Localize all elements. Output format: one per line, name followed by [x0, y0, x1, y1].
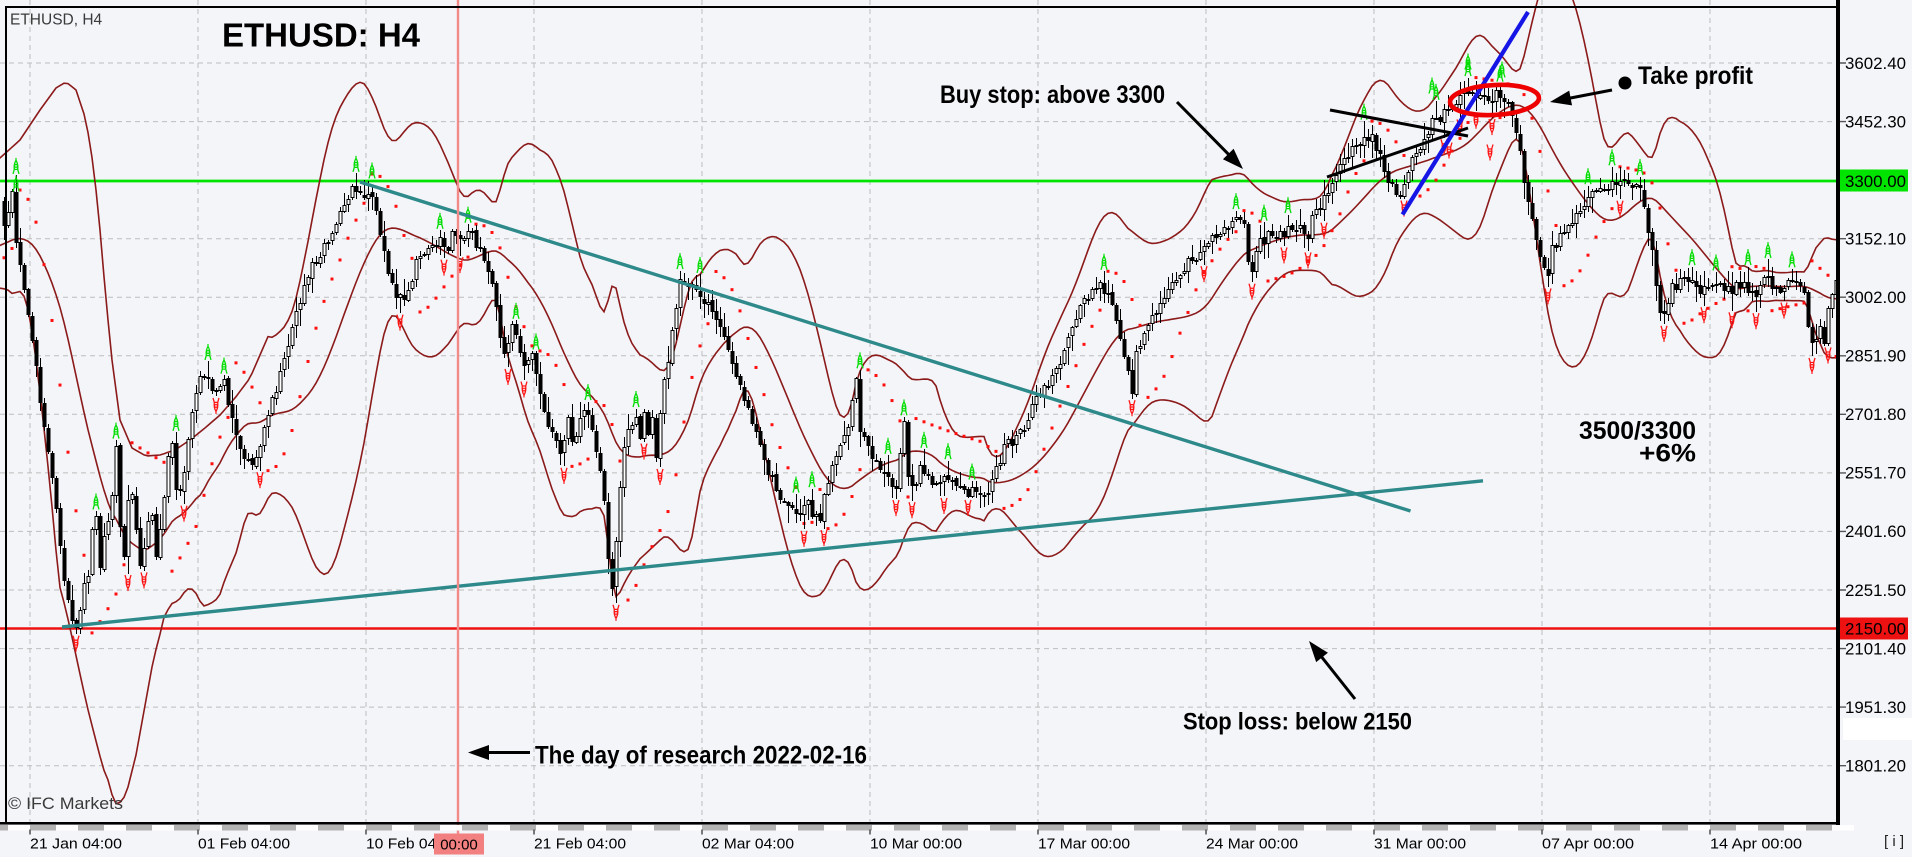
svg-text:The day of research 2022-02-16: The day of research 2022-02-16 — [535, 742, 867, 770]
svg-text:Take profit: Take profit — [1638, 62, 1754, 90]
svg-text:© IFC Markets: © IFC Markets — [8, 794, 123, 813]
svg-text:1801.20: 1801.20 — [1845, 758, 1906, 776]
svg-text:[ i ]: [ i ] — [1884, 833, 1904, 850]
svg-text:10 Mar 00:00: 10 Mar 00:00 — [870, 836, 962, 853]
svg-text:3152.10: 3152.10 — [1845, 231, 1906, 249]
svg-text:07 Apr 00:00: 07 Apr 00:00 — [1542, 836, 1634, 853]
svg-text:3500/3300: 3500/3300 — [1579, 417, 1696, 445]
svg-text:14 Apr 00:00: 14 Apr 00:00 — [1710, 836, 1802, 853]
svg-text:ETHUSD, H4: ETHUSD, H4 — [10, 12, 103, 29]
svg-text:Stop loss: below 2150: Stop loss: below 2150 — [1183, 709, 1412, 736]
svg-text:02 Mar 04:00: 02 Mar 04:00 — [702, 836, 794, 853]
svg-text:24 Mar 00:00: 24 Mar 00:00 — [1206, 836, 1298, 853]
svg-text:Buy stop: above 3300: Buy stop: above 3300 — [940, 81, 1165, 109]
svg-text:21 Jan 04:00: 21 Jan 04:00 — [30, 836, 122, 853]
svg-text:+6%: +6% — [1639, 440, 1696, 468]
svg-text:2401.60: 2401.60 — [1845, 523, 1906, 541]
svg-text:2150.00: 2150.00 — [1845, 620, 1906, 638]
svg-text:2851.90: 2851.90 — [1845, 348, 1906, 366]
svg-text:2251.50: 2251.50 — [1845, 582, 1906, 600]
svg-text:3452.30: 3452.30 — [1845, 113, 1906, 131]
svg-text:31 Mar 00:00: 31 Mar 00:00 — [1374, 836, 1466, 853]
svg-text:2701.80: 2701.80 — [1845, 406, 1906, 424]
svg-text:17 Mar 00:00: 17 Mar 00:00 — [1038, 836, 1130, 853]
svg-text:01 Feb 04:00: 01 Feb 04:00 — [198, 836, 290, 853]
svg-text:2551.70: 2551.70 — [1845, 465, 1906, 483]
svg-text:3002.00: 3002.00 — [1845, 289, 1906, 307]
svg-text:1951.30: 1951.30 — [1845, 699, 1906, 717]
svg-text:ETHUSD: H4: ETHUSD: H4 — [222, 17, 421, 54]
svg-text:3602.40: 3602.40 — [1845, 55, 1906, 73]
svg-text:00:00: 00:00 — [440, 837, 478, 854]
svg-text:2101.40: 2101.40 — [1845, 640, 1906, 658]
svg-text:21 Feb 04:00: 21 Feb 04:00 — [534, 836, 626, 853]
svg-text:3300.00: 3300.00 — [1845, 173, 1906, 191]
